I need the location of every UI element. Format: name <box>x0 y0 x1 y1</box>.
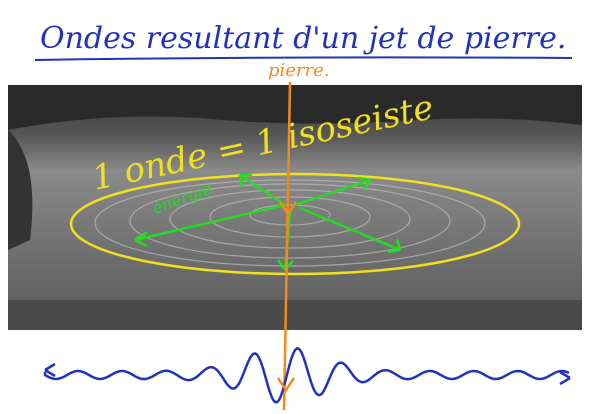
stone-label: pierre. <box>268 60 330 81</box>
title: Ondes resultant d'un jet de pierre. <box>40 21 566 56</box>
annotated-photo: Ondes resultant d'un jet de pierre. pier… <box>0 0 589 414</box>
seismic-wave <box>45 348 569 402</box>
